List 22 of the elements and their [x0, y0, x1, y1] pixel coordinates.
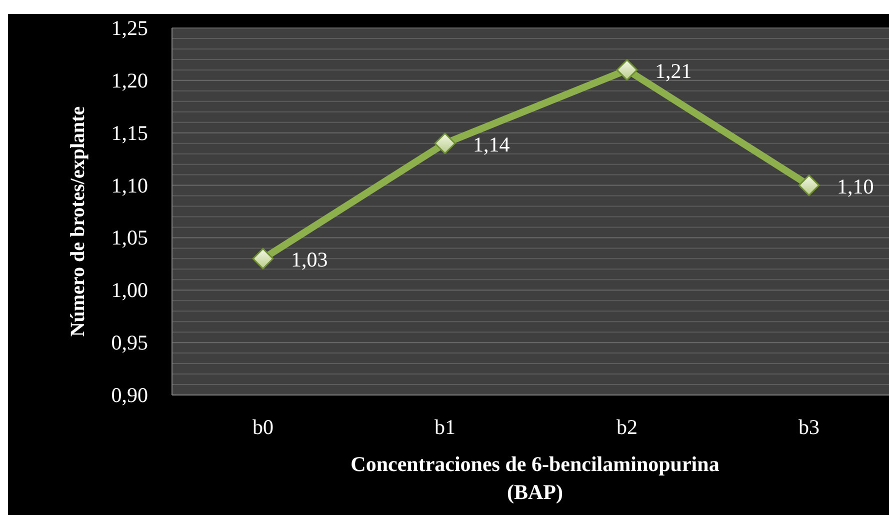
- y-axis-title: Número de brotes/explante: [67, 106, 89, 337]
- data-label: 1,21: [655, 58, 692, 83]
- x-tick-label: b3: [798, 415, 820, 439]
- y-tick-label: 0,90: [111, 383, 148, 407]
- point: [616, 59, 638, 81]
- y-tick-label: 1,10: [111, 173, 148, 198]
- y-tick-label: 1,00: [111, 278, 148, 302]
- x-axis-title: Concentraciones de 6-bencilaminopurina (BAP): [350, 452, 720, 504]
- x-tick-label: b0: [252, 415, 274, 439]
- data-label: 1,14: [473, 132, 510, 156]
- x-tick-label: b1: [434, 415, 456, 439]
- y-tick-label: 1,20: [111, 68, 148, 92]
- point: [434, 132, 456, 154]
- y-tick-label: 1,05: [111, 226, 148, 250]
- point: [798, 174, 820, 196]
- y-tick-label: 0,95: [111, 330, 148, 355]
- x-tick-label: b2: [616, 415, 638, 439]
- point: [252, 248, 274, 270]
- y-tick-label: 1,15: [111, 120, 148, 145]
- y-tick-label: 1,25: [111, 16, 148, 40]
- data-label: 1,03: [291, 248, 328, 272]
- data-label: 1,10: [837, 174, 874, 198]
